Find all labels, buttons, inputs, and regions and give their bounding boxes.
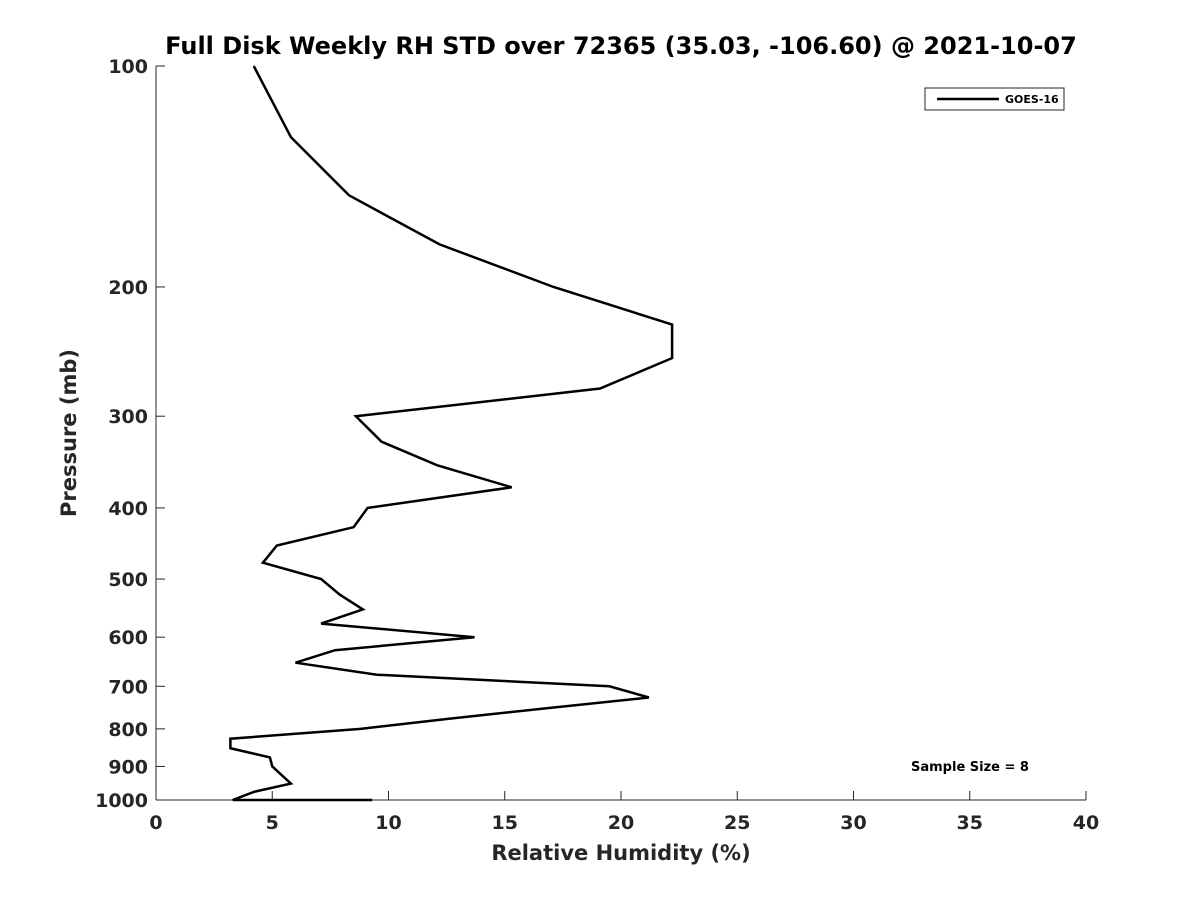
y-tick-label: 800 — [108, 719, 148, 741]
x-tick-label: 0 — [149, 812, 162, 834]
y-tick-label: 1000 — [95, 790, 148, 812]
x-tick-label: 15 — [492, 812, 518, 834]
legend: GOES-16 — [924, 87, 1065, 111]
x-tick-label: 35 — [957, 812, 983, 834]
series-line-goes-16 — [229, 65, 674, 802]
x-tick-label: 5 — [266, 812, 279, 834]
x-axis-ticks: 0 5 10 15 20 25 30 35 40 — [149, 791, 1099, 834]
y-axis-label: Pressure (mb) — [57, 349, 81, 517]
chart-title: Full Disk Weekly RH STD over 72365 (35.0… — [165, 32, 1077, 60]
y-tick-label: 600 — [108, 627, 148, 649]
y-tick-label: 100 — [108, 56, 148, 78]
y-tick-label: 200 — [108, 277, 148, 299]
y-axis-ticks: 100 200 300 400 500 600 700 800 900 1000 — [95, 56, 165, 812]
x-tick-label: 20 — [608, 812, 634, 834]
y-tick-label: 300 — [108, 406, 148, 428]
legend-label-goes-16: GOES-16 — [1005, 93, 1059, 106]
x-tick-label: 25 — [724, 812, 750, 834]
y-tick-label: 400 — [108, 498, 148, 520]
y-tick-label: 700 — [108, 676, 148, 698]
y-tick-label: 500 — [108, 569, 148, 591]
x-tick-label: 40 — [1073, 812, 1099, 834]
y-tick-label: 900 — [108, 756, 148, 778]
x-tick-label: 30 — [840, 812, 866, 834]
sample-size-annotation: Sample Size = 8 — [911, 760, 1029, 775]
x-axis-label: Relative Humidity (%) — [491, 841, 750, 865]
series-layer — [229, 65, 674, 802]
x-tick-label: 10 — [375, 812, 401, 834]
